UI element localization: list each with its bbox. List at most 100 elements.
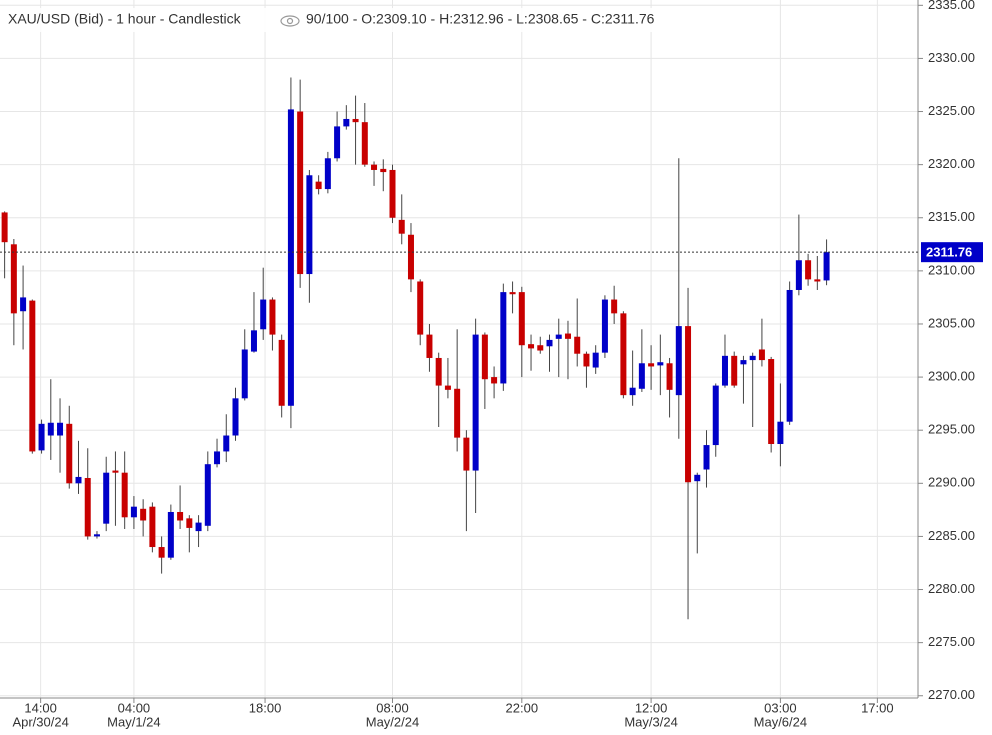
candle-body xyxy=(629,387,636,396)
x-tick-label: 14:00 xyxy=(24,700,57,715)
candle-body xyxy=(121,472,128,518)
y-tick-label: 2320.00 xyxy=(928,156,975,171)
candle-body xyxy=(287,109,294,406)
candle-body xyxy=(75,476,82,484)
candle-body xyxy=(93,534,100,537)
candle-body xyxy=(195,522,202,532)
candles xyxy=(1,77,830,620)
candle-body xyxy=(564,333,571,339)
candle-body xyxy=(731,355,738,386)
candle-body xyxy=(574,336,581,354)
candle-body xyxy=(112,470,119,473)
chart-title: XAU/USD (Bid) - 1 hour - Candlestick xyxy=(8,11,242,27)
candle-body xyxy=(675,326,682,396)
candle-body xyxy=(805,260,812,280)
candle-body xyxy=(84,477,91,537)
y-tick-label: 2300.00 xyxy=(928,369,975,384)
candle-body xyxy=(407,234,414,280)
y-tick-label: 2325.00 xyxy=(928,103,975,118)
candle-body xyxy=(158,547,165,558)
y-tick-label: 2330.00 xyxy=(928,50,975,65)
candle-body xyxy=(454,388,461,438)
candle-body xyxy=(795,260,802,290)
candle-body xyxy=(417,281,424,335)
x-tick-label: 17:00 xyxy=(861,700,894,715)
candle-body xyxy=(749,355,756,361)
candle-body xyxy=(398,219,405,234)
candle-body xyxy=(518,292,525,346)
candle-body xyxy=(592,352,599,368)
candle-body xyxy=(758,349,765,361)
candle-body xyxy=(10,244,17,314)
candle-body xyxy=(380,168,387,173)
candle-body xyxy=(130,506,137,518)
candle-body xyxy=(297,111,304,275)
x-tick-label: 03:00 xyxy=(764,700,797,715)
y-tick-label: 2275.00 xyxy=(928,634,975,649)
candle-body xyxy=(20,297,27,312)
visibility-icon[interactable] xyxy=(280,15,300,27)
candle-body xyxy=(103,472,110,524)
candle-body xyxy=(361,122,368,165)
candle-body xyxy=(611,299,618,314)
y-tick-label: 2285.00 xyxy=(928,528,975,543)
candle-body xyxy=(500,292,507,384)
candle-body xyxy=(712,385,719,446)
candle-body xyxy=(768,359,775,445)
candle-body xyxy=(472,334,479,471)
candle-body xyxy=(250,330,257,352)
y-tick-label: 2310.00 xyxy=(928,262,975,277)
candle-body xyxy=(315,181,322,190)
x-tick-label: 12:00 xyxy=(635,700,668,715)
candle-body xyxy=(601,299,608,353)
candle-body xyxy=(463,437,470,471)
candle-body xyxy=(685,326,692,483)
candle-body xyxy=(223,435,230,452)
candle-body xyxy=(278,339,285,406)
candle-body xyxy=(232,398,239,436)
candle-body xyxy=(371,164,378,170)
candle-body xyxy=(352,118,359,123)
candle-body xyxy=(786,289,793,422)
x-tick-date: May/1/24 xyxy=(107,714,160,729)
candle-body xyxy=(666,363,673,390)
candle-body xyxy=(66,423,73,484)
candle-body xyxy=(269,299,276,335)
x-tick-date: Apr/30/24 xyxy=(12,714,68,729)
candle-body xyxy=(491,377,498,384)
candle-body xyxy=(140,508,147,521)
candle-body xyxy=(177,511,184,521)
candle-body xyxy=(703,445,710,470)
candle-body xyxy=(426,334,433,358)
candle-body xyxy=(334,126,341,159)
candle-body xyxy=(260,299,267,330)
candle-body xyxy=(149,506,156,548)
candle-body xyxy=(537,345,544,351)
y-tick-label: 2290.00 xyxy=(928,475,975,490)
candle-body xyxy=(1,212,8,243)
candle-body xyxy=(389,169,396,218)
last-price-label: 2311.76 xyxy=(926,245,972,260)
y-tick-label: 2315.00 xyxy=(928,209,975,224)
ohlc-legend: 90/100 - O:2309.10 - H:2312.96 - L:2308.… xyxy=(306,11,655,27)
candle-body xyxy=(47,422,54,436)
candle-body xyxy=(167,511,174,558)
candle-body xyxy=(721,355,728,386)
header-background xyxy=(4,8,730,32)
y-tick-label: 2305.00 xyxy=(928,315,975,330)
candle-body xyxy=(186,518,193,528)
candle-body xyxy=(620,313,627,396)
candle-body xyxy=(657,362,664,366)
candle-body xyxy=(777,421,784,445)
candle-body xyxy=(204,464,211,526)
x-tick-date: May/3/24 xyxy=(624,714,677,729)
candle-body xyxy=(694,474,701,482)
candle-body xyxy=(814,279,821,282)
candle-body xyxy=(583,353,590,367)
candle-body xyxy=(481,334,488,380)
candle-body xyxy=(528,344,535,349)
candle-body xyxy=(214,451,221,465)
candle-body xyxy=(823,252,830,281)
